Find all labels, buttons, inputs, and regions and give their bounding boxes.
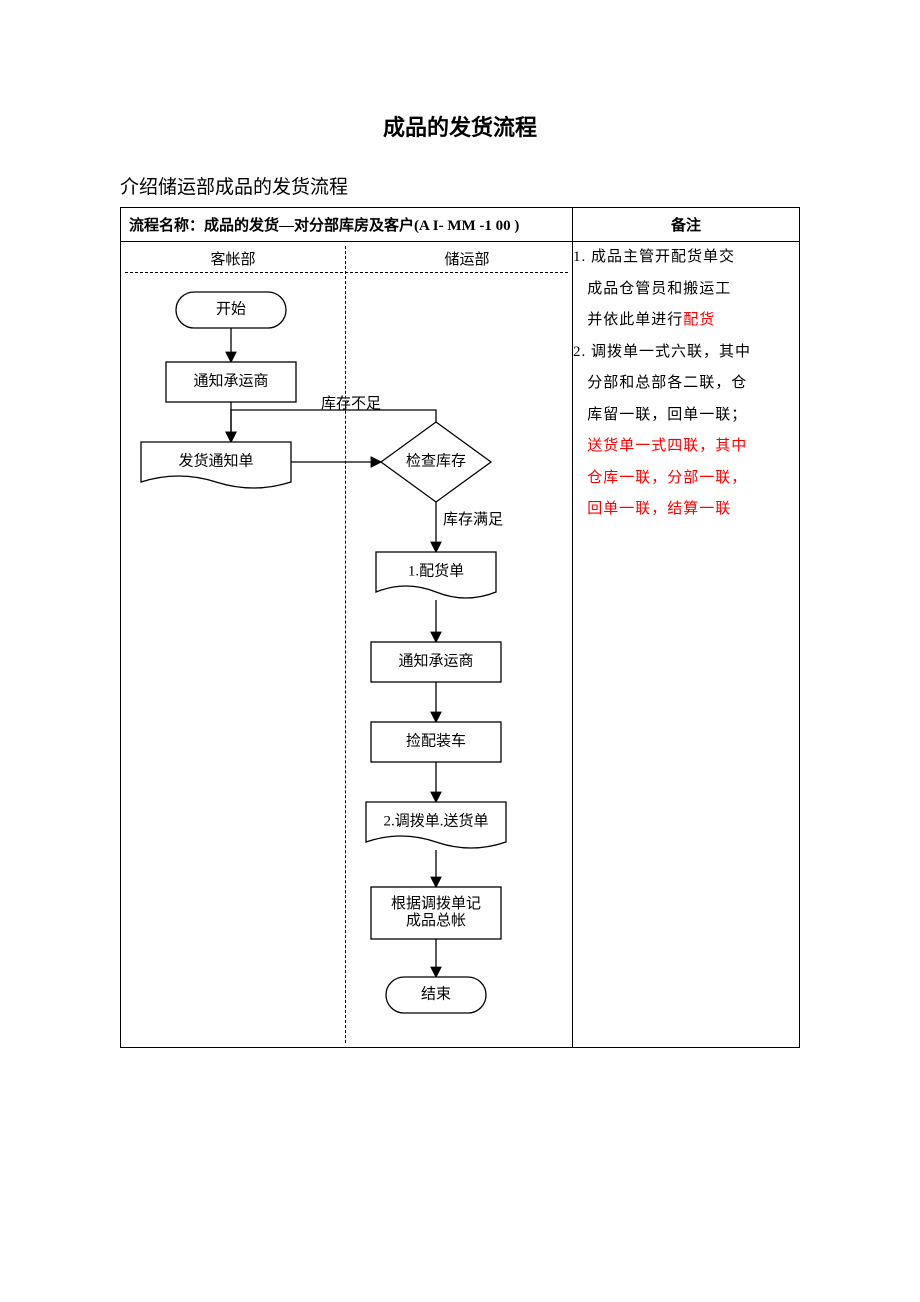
svg-text:成品总帐: 成品总帐: [406, 912, 466, 929]
svg-text:检查库存: 检查库存: [406, 452, 466, 469]
svg-text:结束: 结束: [421, 985, 451, 1002]
remark-header: 备注: [573, 208, 800, 242]
node-n4: 通知承运商: [371, 642, 501, 682]
page-title: 成品的发货流程: [0, 110, 920, 142]
node-end: 结束: [386, 977, 486, 1013]
svg-text:1.配货单: 1.配货单: [408, 562, 464, 579]
svg-text:发货通知单: 发货通知单: [178, 452, 253, 469]
node-n2: 发货通知单: [141, 442, 291, 488]
edge-label: 库存满足: [443, 511, 503, 528]
edge: [231, 410, 436, 442]
page-subtitle: 介绍储运部成品的发货流程: [120, 172, 920, 199]
svg-text:2.调拨单.送货单: 2.调拨单.送货单: [383, 812, 488, 829]
flowchart-cell: 客帐部 储运部 库存不足库存满足开始通知承运商发货通知单检查库存1.配货单通知承…: [121, 242, 573, 1048]
svg-text:开始: 开始: [216, 300, 246, 317]
svg-text:根据调拨单记: 根据调拨单记: [391, 895, 481, 912]
flowchart-svg: 库存不足库存满足开始通知承运商发货通知单检查库存1.配货单通知承运商捡配装车2.…: [121, 242, 589, 1047]
node-n5: 捡配装车: [371, 722, 501, 762]
remarks-cell: 1. 成品主管开配货单交 成品仓管员和搬运工 并依此单进行配货2. 调拨单一式六…: [573, 242, 800, 1048]
svg-text:通知承运商: 通知承运商: [398, 652, 473, 669]
node-start: 开始: [176, 292, 286, 328]
flow-table: 流程名称：成品的发货—对分部库房及客户(A I- MM -1 00 ) 备注 客…: [120, 207, 800, 1048]
remark-item: 1. 成品主管开配货单交 成品仓管员和搬运工 并依此单进行配货: [573, 242, 799, 337]
process-name-header: 流程名称：成品的发货—对分部库房及客户(A I- MM -1 00 ): [121, 208, 573, 242]
svg-text:捡配装车: 捡配装车: [406, 731, 466, 749]
node-n1: 通知承运商: [166, 362, 296, 402]
node-n6: 2.调拨单.送货单: [366, 802, 506, 848]
svg-text:通知承运商: 通知承运商: [193, 372, 268, 389]
node-n7: 根据调拨单记成品总帐: [371, 887, 501, 939]
node-n3: 1.配货单: [376, 552, 496, 598]
node-dec: 检查库存: [381, 422, 491, 502]
edge-label: 库存不足: [321, 395, 381, 412]
remark-item: 2. 调拨单一式六联，其中 分部和总部各二联，仓 库留一联，回单一联； 送货单一…: [573, 337, 799, 526]
